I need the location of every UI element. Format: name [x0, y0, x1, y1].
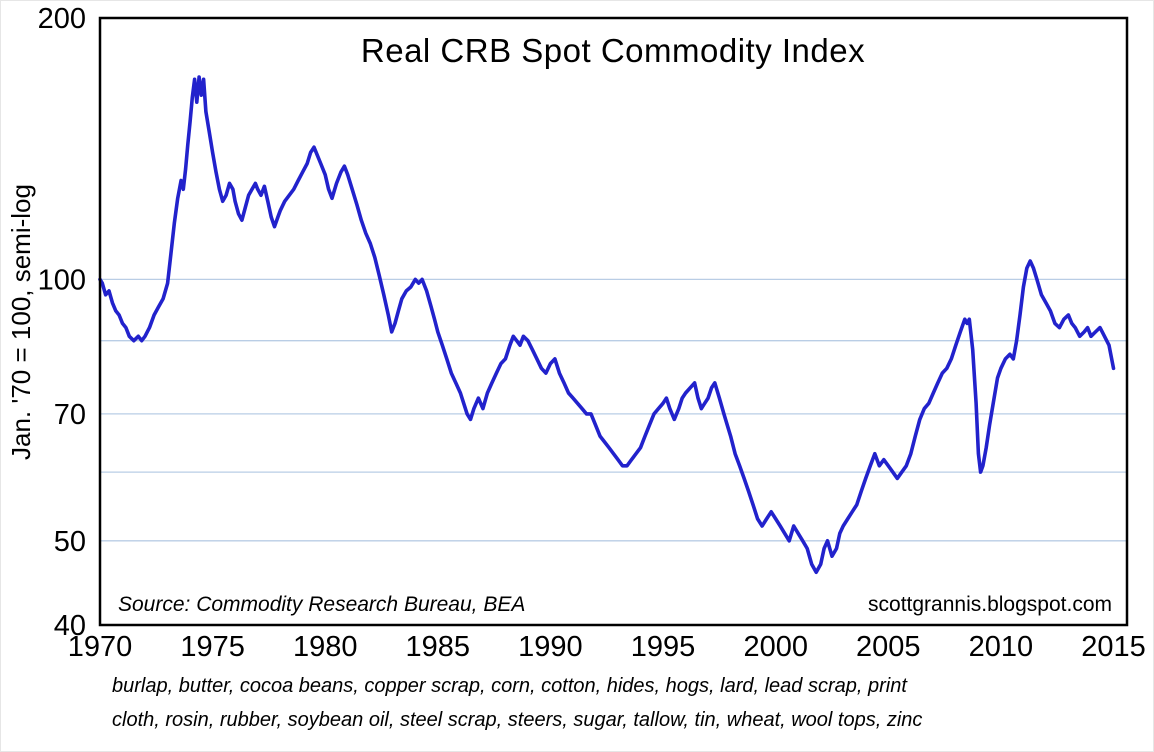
y-tick-label: 50: [54, 526, 86, 558]
x-tick-label: 1975: [180, 631, 245, 663]
x-axis-labels: 1970 1975 1980 1985 1990 1995 2000 2005 2010 2015: [68, 631, 1146, 663]
x-tick-label: 2005: [856, 631, 921, 663]
x-tick-label: 1985: [406, 631, 471, 663]
x-tick-label: 1995: [631, 631, 696, 663]
commodity-footnote-line1: burlap, butter, cocoa beans, copper scra…: [112, 675, 908, 697]
x-tick-label: 1970: [68, 631, 133, 663]
y-tick-label: 100: [38, 264, 86, 296]
x-tick-label: 1980: [293, 631, 358, 663]
commodity-footnote-line2: cloth, rosin, rubber, soybean oil, steel…: [112, 709, 922, 731]
x-tick-label: 2010: [969, 631, 1034, 663]
x-tick-label: 2015: [1081, 631, 1146, 663]
site-credit: scottgrannis.blogspot.com: [868, 593, 1112, 616]
y-tick-label: 40: [54, 610, 86, 642]
chart-title: Real CRB Spot Commodity Index: [361, 32, 865, 69]
x-tick-label: 2000: [743, 631, 808, 663]
y-axis-title: Jan. '70 = 100, semi-log: [6, 184, 36, 460]
plot-frame: [98, 16, 1129, 627]
x-tick-label: 1990: [518, 631, 583, 663]
y-tick-label: 200: [38, 3, 86, 35]
y-tick-label: 70: [54, 399, 86, 431]
index-series-line: [98, 75, 1116, 575]
gridlines: [100, 278, 1127, 542]
source-note: Source: Commodity Research Bureau, BEA: [118, 593, 525, 616]
y-axis-labels: 200 100 70 50 40: [38, 3, 86, 642]
